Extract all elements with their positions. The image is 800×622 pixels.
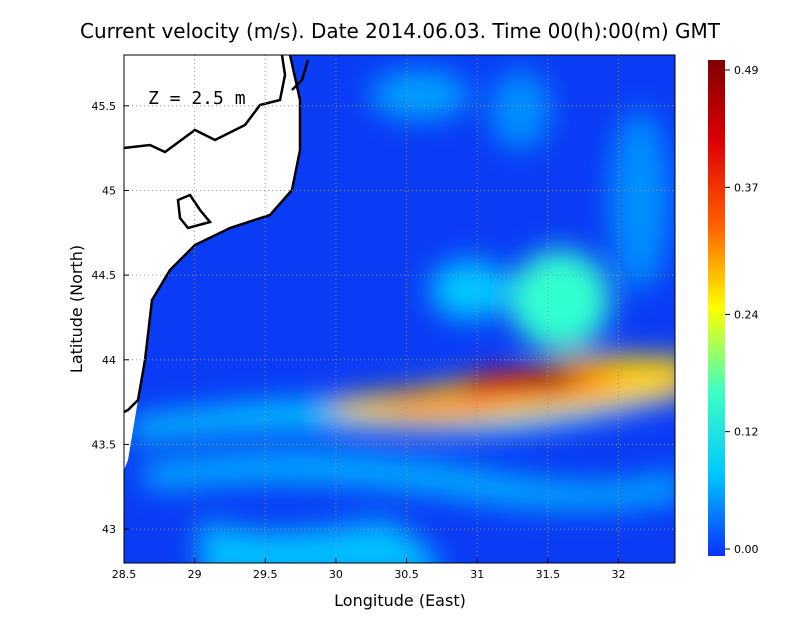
colorbar: [708, 60, 725, 556]
x-tick-label: 28.5: [112, 568, 137, 581]
x-tick-label: 30.5: [394, 568, 419, 581]
x-tick-label: 32: [611, 568, 625, 581]
x-axis-label: Longitude (East): [334, 591, 466, 610]
velocity-field: [124, 55, 675, 563]
x-tick-label: 31.5: [536, 568, 561, 581]
colorbar-tick-label: 0.00: [734, 543, 759, 556]
chart-title: Current velocity (m/s). Date 2014.06.03.…: [80, 19, 721, 43]
colorbar-tick-label: 0.37: [734, 181, 759, 194]
y-axis-label: Latitude (North): [67, 245, 86, 373]
x-tick-label: 30: [329, 568, 343, 581]
y-tick-label: 45: [102, 184, 116, 197]
x-tick-label: 31: [470, 568, 484, 581]
colorbar-tick-label: 0.49: [734, 64, 759, 77]
y-tick-label: 45.5: [92, 100, 117, 113]
plot-frame: [123, 54, 676, 564]
y-tick-label: 43: [102, 523, 116, 536]
y-tick-label: 44: [102, 354, 116, 367]
x-tick-label: 29.5: [253, 568, 278, 581]
y-tick-label: 43.5: [92, 438, 117, 451]
colorbar-tick-label: 0.24: [734, 308, 759, 321]
depth-annotation: Z = 2.5 m: [148, 88, 246, 109]
colorbar-tick-label: 0.12: [734, 426, 759, 439]
y-tick-label: 44.5: [92, 269, 117, 282]
x-tick-label: 29: [188, 568, 202, 581]
